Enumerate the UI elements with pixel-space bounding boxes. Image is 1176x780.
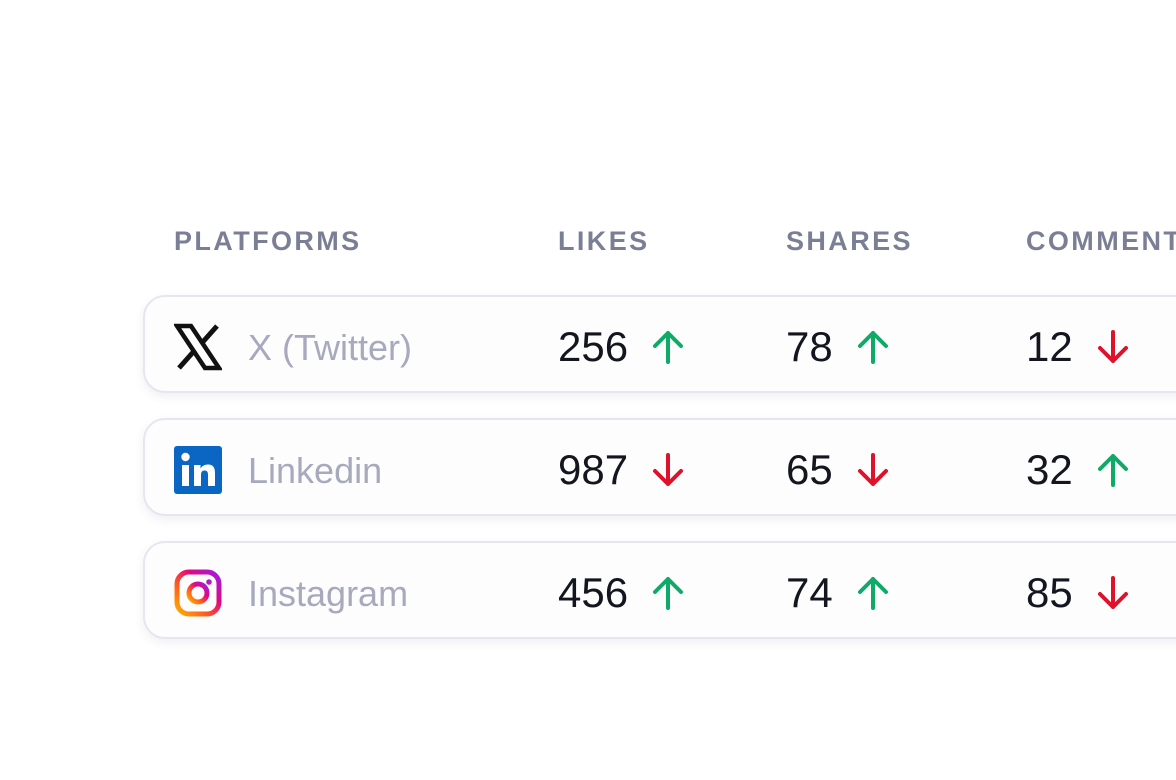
instagram-icon bbox=[174, 569, 222, 617]
trend-up-icon bbox=[648, 327, 688, 367]
likes-value: 456 bbox=[558, 569, 629, 616]
trend-up-icon bbox=[853, 327, 893, 367]
likes-cell: 256 bbox=[558, 323, 688, 371]
shares-value: 74 bbox=[786, 569, 833, 616]
comments-cell: 32 bbox=[1026, 446, 1133, 494]
table-row-linkedin[interactable] bbox=[143, 418, 1176, 516]
shares-value: 78 bbox=[786, 323, 833, 370]
linkedin-icon bbox=[174, 446, 222, 494]
header-likes: LIKES bbox=[558, 226, 650, 256]
trend-up-icon bbox=[648, 573, 688, 613]
shares-cell: 74 bbox=[786, 569, 893, 617]
x-twitter-icon bbox=[174, 323, 222, 371]
trend-down-icon bbox=[648, 450, 688, 490]
platform-name-instagram: Instagram bbox=[248, 573, 409, 614]
comments-value: 85 bbox=[1026, 569, 1073, 616]
likes-cell: 456 bbox=[558, 569, 688, 617]
trend-up-icon bbox=[853, 573, 893, 613]
likes-cell: 987 bbox=[558, 446, 688, 494]
comments-cell: 85 bbox=[1026, 569, 1133, 617]
header-platforms: PLATFORMS bbox=[174, 226, 362, 256]
shares-cell: 65 bbox=[786, 446, 893, 494]
shares-cell: 78 bbox=[786, 323, 893, 371]
platform-name-linkedin: Linkedin bbox=[248, 450, 383, 491]
likes-value: 256 bbox=[558, 323, 629, 370]
trend-down-icon bbox=[853, 450, 893, 490]
platform-name-x-twitter: X (Twitter) bbox=[248, 327, 413, 368]
header-shares: SHARES bbox=[786, 226, 913, 256]
comments-cell: 12 bbox=[1026, 323, 1133, 371]
shares-value: 65 bbox=[786, 446, 833, 493]
trend-up-icon bbox=[1093, 450, 1133, 490]
trend-down-icon bbox=[1093, 573, 1133, 613]
comments-value: 12 bbox=[1026, 323, 1073, 370]
trend-down-icon bbox=[1093, 327, 1133, 367]
header-comments: COMMENTS bbox=[1026, 226, 1176, 256]
likes-value: 987 bbox=[558, 446, 629, 493]
comments-value: 32 bbox=[1026, 446, 1073, 493]
